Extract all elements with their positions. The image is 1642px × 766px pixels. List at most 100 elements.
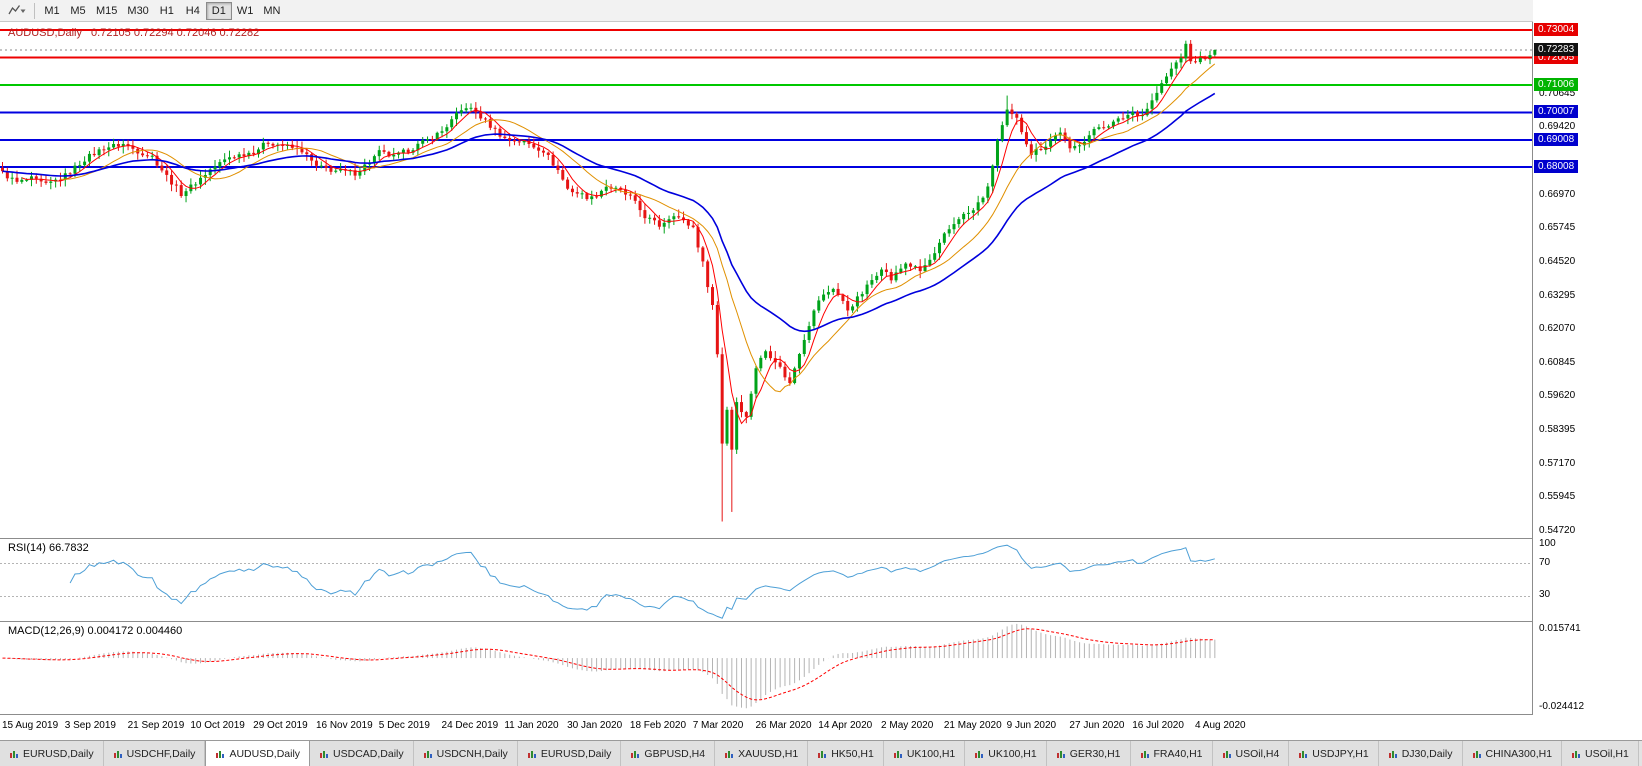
date-label: 24 Dec 2019 xyxy=(441,720,499,731)
tab-chart-icon xyxy=(320,750,329,758)
price-axis-tick: 0.58395 xyxy=(1539,424,1576,436)
timeframe-button-d1[interactable]: D1 xyxy=(205,1,232,20)
tab-chart-icon xyxy=(1222,750,1231,758)
tab-label: USDCHF,Daily xyxy=(126,747,196,760)
chart-tab-hk50-h1[interactable]: HK50,H1 xyxy=(808,741,884,766)
timeframe-button-m15[interactable]: M15 xyxy=(96,4,118,17)
tab-chart-icon xyxy=(818,750,827,758)
chart-tab-china300-h1[interactable]: CHINA300,H1 xyxy=(1462,741,1563,766)
price-axis-separator xyxy=(1532,22,1533,714)
toolbar-separator xyxy=(34,2,35,19)
date-label: 29 Oct 2019 xyxy=(253,720,308,731)
date-label: 16 Nov 2019 xyxy=(315,720,373,731)
rsi-indicator-chart[interactable] xyxy=(0,539,1532,621)
tab-chart-icon xyxy=(423,750,432,758)
price-axis-tick: 0.69420 xyxy=(1539,121,1576,133)
chart-tab-eurusd-daily[interactable]: EURUSD,Daily xyxy=(517,741,622,766)
date-label: 4 Aug 2020 xyxy=(1195,720,1246,731)
macd-indicator-chart[interactable] xyxy=(0,622,1532,714)
chart-tab-dj30-daily[interactable]: DJ30,Daily xyxy=(1378,741,1463,766)
timeframe-button-h1[interactable]: H1 xyxy=(159,4,174,17)
rsi-panel-separator[interactable] xyxy=(0,538,1642,539)
date-label: 27 Jun 2020 xyxy=(1069,720,1125,731)
price-axis-tick: 0.65745 xyxy=(1539,222,1576,234)
price-level-label: 0.69008 xyxy=(1534,132,1579,146)
price-axis[interactable]: 0.70645 0.69420 0.66970 0.65745 0.64520 0.632… xyxy=(1533,0,1642,740)
timeframe-buttons: M1 M5 M15 M30 H1 H4 D1 W1 MN xyxy=(39,1,285,20)
tab-chart-icon xyxy=(975,750,984,758)
tab-label: CHINA300,H1 xyxy=(1485,747,1553,760)
chart-tab-usoil-h1[interactable]: USOil,H1 xyxy=(1562,741,1639,766)
date-label: 7 Mar 2020 xyxy=(692,720,744,731)
price-level-label: 0.70007 xyxy=(1534,105,1579,119)
tab-chart-icon xyxy=(1472,750,1481,758)
price-axis-tick: 0.59620 xyxy=(1539,390,1576,402)
timeframe-button-m5[interactable]: M5 xyxy=(70,4,86,17)
price-axis-tick: 0.70645 xyxy=(1539,87,1576,99)
price-axis-tick: 0.60845 xyxy=(1539,356,1576,368)
tab-chart-icon xyxy=(1140,750,1149,758)
tab-chart-icon xyxy=(10,750,18,758)
chart-tab-eurusd-daily[interactable]: EURUSD,Daily xyxy=(0,741,104,766)
date-label: 10 Oct 2019 xyxy=(190,720,245,731)
current-price-label: 0.72283 xyxy=(1534,42,1579,56)
chart-tab-usdcnh-daily[interactable]: USDCNH,Daily xyxy=(413,741,518,766)
chart-tab-ger30-h1[interactable]: GER30,H1 xyxy=(1046,741,1131,766)
date-label: 18 Feb 2020 xyxy=(629,720,687,731)
chart-tab-gbpusd-h4[interactable]: GBPUSD,H4 xyxy=(621,741,716,766)
date-label: 11 Jan 2020 xyxy=(504,720,559,731)
chart-tab-uk100-h1[interactable]: UK100,H1 xyxy=(883,741,966,766)
chart-tab-usdcad-daily[interactable]: USDCAD,Daily xyxy=(310,741,414,766)
tab-chart-icon xyxy=(1572,750,1581,758)
tab-label: EURUSD,Daily xyxy=(540,747,612,760)
date-label: 9 Jun 2020 xyxy=(1006,720,1057,731)
chart-tab-audusd-daily[interactable]: AUDUSD,Daily xyxy=(205,741,311,766)
tab-label: XAUUSD,H1 xyxy=(738,747,799,760)
chart-tab-usdchf-daily[interactable]: USDCHF,Daily xyxy=(103,741,206,766)
tab-chart-icon xyxy=(113,750,122,758)
tab-chart-icon xyxy=(893,750,902,758)
macd-panel-separator[interactable] xyxy=(0,621,1642,622)
date-axis[interactable]: 15 Aug 2019 3 Sep 2019 21 Sep 2019 10 Oct 2… xyxy=(0,715,1532,740)
rsi-axis-label: 70 xyxy=(1539,556,1551,568)
price-axis-tick: 0.63295 xyxy=(1539,289,1576,301)
chart-tab-uk100-h1[interactable]: UK100,H1 xyxy=(965,741,1047,766)
tab-label: USDCNH,Daily xyxy=(436,747,508,760)
timeframe-button-h4[interactable]: H4 xyxy=(185,4,200,17)
timeframe-button-mn[interactable]: MN xyxy=(263,4,281,17)
date-label: 2 May 2020 xyxy=(881,720,934,731)
tab-label: DJ30,Daily xyxy=(1401,747,1453,760)
symbol-name: AUDUSD,Daily xyxy=(8,27,82,39)
chart-tool-icon xyxy=(8,5,26,15)
chart-tab-usdjpy-h1[interactable]: USDJPY,H1 xyxy=(1289,741,1379,766)
tab-label: UK100,H1 xyxy=(988,747,1037,760)
tab-label: UK100,H1 xyxy=(906,747,956,760)
timeframe-button-m1[interactable]: M1 xyxy=(44,4,60,17)
price-axis-tick: 0.57170 xyxy=(1539,457,1576,469)
chart-tab-xauusd-h1[interactable]: XAUUSD,H1 xyxy=(715,741,809,766)
tab-label: USDCAD,Daily xyxy=(333,747,404,760)
price-level-label: 0.71006 xyxy=(1534,77,1579,91)
tab-label: GER30,H1 xyxy=(1069,747,1121,760)
chart-title: AUDUSD,Daily 0.72105 0.72294 0.72046 0.7… xyxy=(8,27,265,39)
chart-tool-button[interactable] xyxy=(4,2,30,20)
tab-chart-icon xyxy=(631,750,640,758)
date-label: 3 Sep 2019 xyxy=(64,720,116,731)
date-label: 16 Jul 2020 xyxy=(1132,720,1184,731)
macd-axis-top-label: 0.015741 xyxy=(1539,623,1581,634)
timeframe-button-m30[interactable]: M30 xyxy=(127,4,149,17)
macd-axis-bottom-label: -0.024412 xyxy=(1539,701,1585,712)
tab-label: USDJPY,H1 xyxy=(1312,747,1369,760)
tab-chart-icon xyxy=(527,750,536,758)
tab-chart-icon xyxy=(216,750,225,758)
price-axis-tick: 0.62070 xyxy=(1539,323,1576,335)
price-chart[interactable] xyxy=(0,22,1532,538)
rsi-label: RSI(14) 66.7832 xyxy=(8,542,89,554)
chart-tab-usoil-h4[interactable]: USOil,H4 xyxy=(1212,741,1290,766)
chart-tab-fra40-h1[interactable]: FRA40,H1 xyxy=(1130,741,1213,766)
price-axis-tick: 0.54720 xyxy=(1539,524,1576,536)
timeframe-button-w1[interactable]: W1 xyxy=(236,4,254,17)
date-label: 30 Jan 2020 xyxy=(567,720,623,731)
tab-label: USOil,H1 xyxy=(1585,747,1629,760)
